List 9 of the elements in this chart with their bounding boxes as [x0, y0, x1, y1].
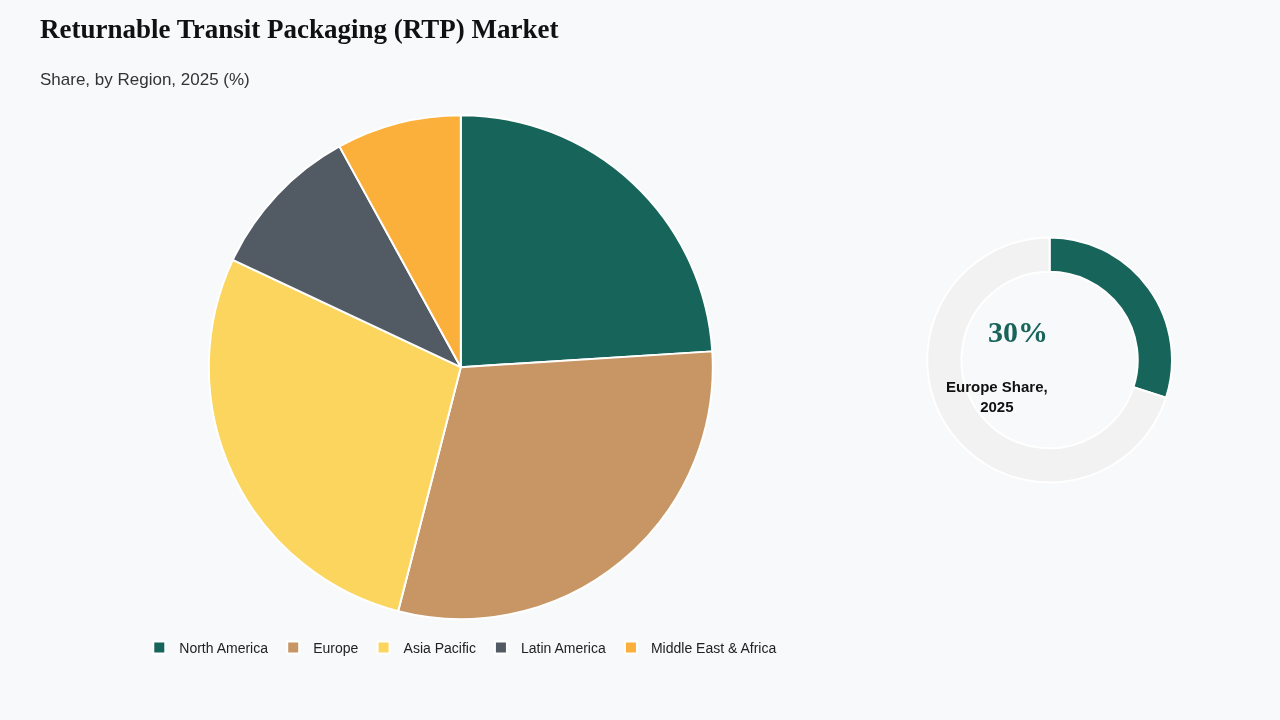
legend-label: Middle East & Africa — [650, 640, 777, 657]
legend-label: Asia Pacific — [403, 640, 476, 657]
legend-label: Latin America — [520, 640, 606, 657]
chart-title: Returnable Transit Packaging (RTP) Market — [40, 14, 559, 44]
text: Europe Share, 2025 — [946, 378, 1048, 415]
text: 30% — [988, 315, 1048, 348]
legend-label: Europe — [313, 640, 359, 657]
chart-subtitle: Share, by Region, 2025 (%) — [40, 70, 250, 89]
legend-label: North America — [179, 640, 269, 657]
